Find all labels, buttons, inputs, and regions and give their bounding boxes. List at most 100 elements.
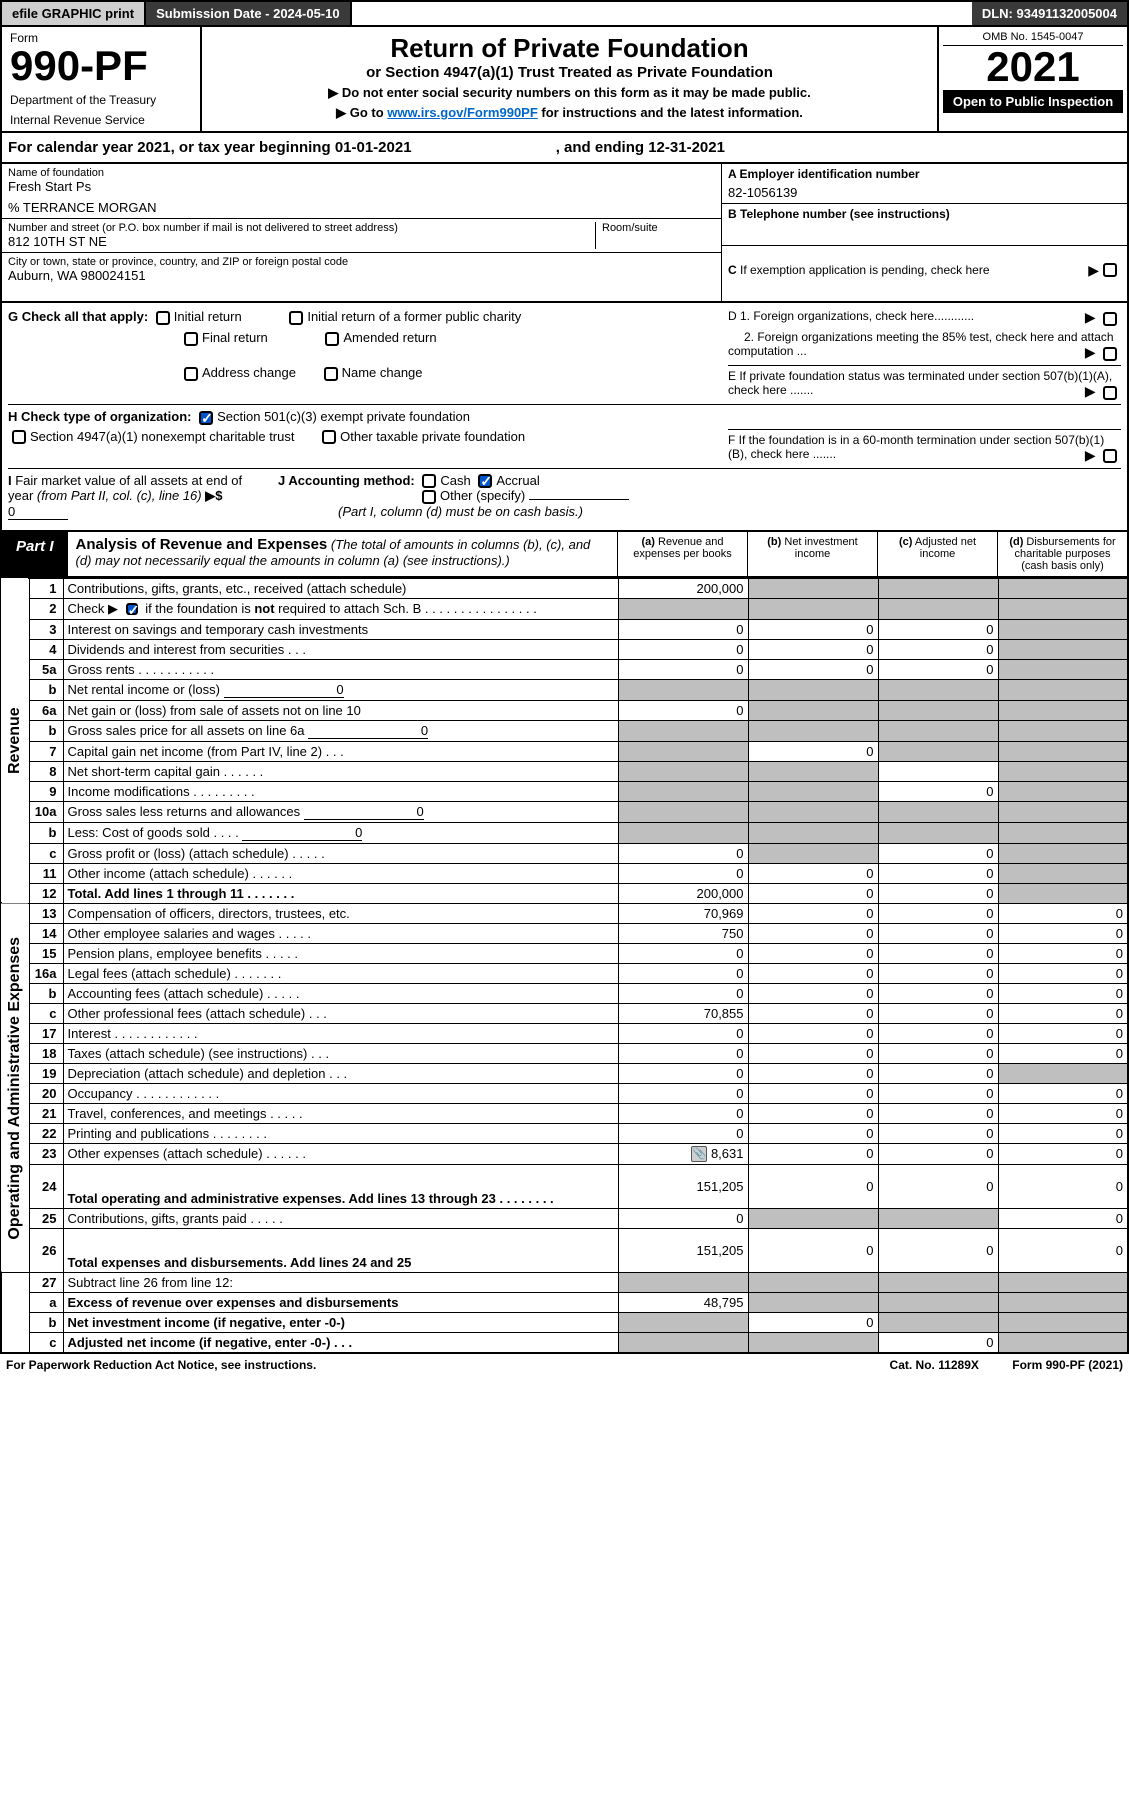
cell xyxy=(878,1313,998,1333)
cell: 0 xyxy=(748,1143,878,1165)
cell xyxy=(748,801,878,822)
col-c-header: (c) Adjusted net income xyxy=(877,532,997,576)
row-desc: Gross rents . . . . . . . . . . . xyxy=(63,659,618,679)
cell xyxy=(878,700,998,720)
cell: 📎 8,631 xyxy=(618,1143,748,1165)
e-checkbox[interactable] xyxy=(1103,386,1117,400)
cell: 0 xyxy=(998,1229,1128,1273)
row-num: 23 xyxy=(29,1143,63,1165)
row-desc: Check ▶ if the foundation is not require… xyxy=(63,598,618,619)
cell: 0 xyxy=(878,1063,998,1083)
row-num: 13 xyxy=(29,903,63,923)
row-desc: Accounting fees (attach schedule) . . . … xyxy=(63,983,618,1003)
cell: 0 xyxy=(748,1165,878,1209)
cell xyxy=(998,720,1128,741)
cell: 0 xyxy=(998,1209,1128,1229)
cell: 0 xyxy=(878,1003,998,1023)
row-desc: Interest on savings and temporary cash i… xyxy=(63,619,618,639)
cell: 0 xyxy=(618,943,748,963)
row-num: b xyxy=(29,679,63,700)
row-num: 3 xyxy=(29,619,63,639)
cell: 0 xyxy=(748,619,878,639)
row-desc: Interest . . . . . . . . . . . . xyxy=(63,1023,618,1043)
cash-basis-note: (Part I, column (d) must be on cash basi… xyxy=(338,504,583,519)
row-num: 14 xyxy=(29,923,63,943)
final-return-checkbox[interactable] xyxy=(184,332,198,346)
row-desc: Pension plans, employee benefits . . . .… xyxy=(63,943,618,963)
cell: 0 xyxy=(998,1003,1128,1023)
row-num: 19 xyxy=(29,1063,63,1083)
cell: 0 xyxy=(878,863,998,883)
cell xyxy=(618,801,748,822)
cell: 0 xyxy=(878,639,998,659)
cell: 0 xyxy=(998,983,1128,1003)
cell: 0 xyxy=(998,1165,1128,1209)
cell: 0 xyxy=(748,1313,878,1333)
cell: 0 xyxy=(998,923,1128,943)
row-desc: Net short-term capital gain . . . . . . xyxy=(63,761,618,781)
calendar-year-line: For calendar year 2021, or tax year begi… xyxy=(0,133,1129,164)
cell xyxy=(618,741,748,761)
row-num: c xyxy=(29,1003,63,1023)
name-change-checkbox[interactable] xyxy=(324,367,338,381)
row-num: 9 xyxy=(29,781,63,801)
row-desc: Other professional fees (attach schedule… xyxy=(63,1003,618,1023)
side-label: Revenue xyxy=(1,578,29,903)
cash-checkbox[interactable] xyxy=(422,474,436,488)
cell: 151,205 xyxy=(618,1229,748,1273)
care-of: % TERRANCE MORGAN xyxy=(8,200,715,215)
d1-checkbox[interactable] xyxy=(1103,312,1117,326)
d2-checkbox[interactable] xyxy=(1103,347,1117,361)
irs-link[interactable]: www.irs.gov/Form990PF xyxy=(387,105,538,120)
cell xyxy=(748,598,878,619)
row-num: 24 xyxy=(29,1165,63,1209)
row-num: 4 xyxy=(29,639,63,659)
row-num: 1 xyxy=(29,578,63,598)
initial-return-checkbox[interactable] xyxy=(156,311,170,325)
cell: 0 xyxy=(878,1043,998,1063)
row-desc: Total expenses and disbursements. Add li… xyxy=(63,1229,618,1273)
address-change-checkbox[interactable] xyxy=(184,367,198,381)
cell: 0 xyxy=(618,1083,748,1103)
accrual-checkbox[interactable] xyxy=(478,474,492,488)
cell xyxy=(998,1333,1128,1354)
cell: 70,969 xyxy=(618,903,748,923)
cell: 0 xyxy=(748,659,878,679)
cell xyxy=(998,843,1128,863)
row-num: 10a xyxy=(29,801,63,822)
cell: 0 xyxy=(748,963,878,983)
cell: 0 xyxy=(998,1143,1128,1165)
4947-checkbox[interactable] xyxy=(12,430,26,444)
efile-print-button[interactable]: efile GRAPHIC print xyxy=(2,2,146,25)
row-desc: Contributions, gifts, grants paid . . . … xyxy=(63,1209,618,1229)
row-desc: Gross profit or (loss) (attach schedule)… xyxy=(63,843,618,863)
row-desc: Depreciation (attach schedule) and deple… xyxy=(63,1063,618,1083)
cell: 0 xyxy=(878,843,998,863)
room-label: Room/suite xyxy=(602,222,715,234)
cell: 0 xyxy=(748,1003,878,1023)
attachment-icon[interactable]: 📎 xyxy=(691,1146,707,1162)
other-method-checkbox[interactable] xyxy=(422,490,436,504)
cell xyxy=(878,1209,998,1229)
other-taxable-checkbox[interactable] xyxy=(322,430,336,444)
row-num: 16a xyxy=(29,963,63,983)
cell: 70,855 xyxy=(618,1003,748,1023)
cell: 750 xyxy=(618,923,748,943)
d1-label: D 1. Foreign organizations, check here..… xyxy=(728,309,974,323)
row-num: 25 xyxy=(29,1209,63,1229)
row-num: 8 xyxy=(29,761,63,781)
501c3-checkbox[interactable] xyxy=(199,411,213,425)
cell: 0 xyxy=(748,1043,878,1063)
row-desc: Other employee salaries and wages . . . … xyxy=(63,923,618,943)
cell xyxy=(878,741,998,761)
cell xyxy=(998,863,1128,883)
cell xyxy=(878,720,998,741)
cell: 0 xyxy=(878,1165,998,1209)
initial-former-checkbox[interactable] xyxy=(289,311,303,325)
amended-return-checkbox[interactable] xyxy=(325,332,339,346)
ein-value: 82-1056139 xyxy=(728,185,1121,200)
exemption-checkbox[interactable] xyxy=(1103,263,1117,277)
f-checkbox[interactable] xyxy=(1103,449,1117,463)
cell: 0 xyxy=(618,1043,748,1063)
cell xyxy=(618,720,748,741)
